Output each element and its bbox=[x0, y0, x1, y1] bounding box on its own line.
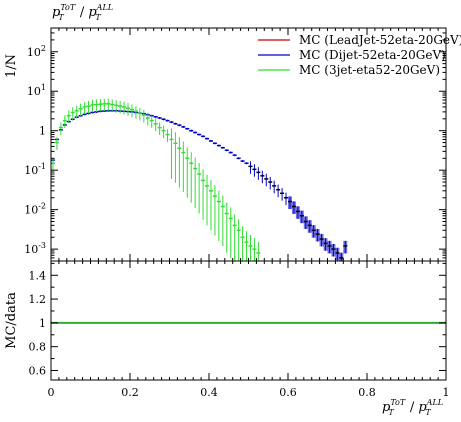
x-tick-label: 0.6 bbox=[279, 386, 297, 399]
y-tick-label: 10-1 bbox=[24, 162, 46, 177]
x-tick-label: 1 bbox=[443, 386, 450, 399]
ratio-y-tick-label: 1.4 bbox=[29, 269, 47, 282]
ratio-y-tick-label: 0.6 bbox=[29, 364, 47, 377]
series-layer bbox=[50, 98, 348, 261]
y-tick-label: 101 bbox=[27, 83, 46, 98]
ratio-y-axis-title: MC/data bbox=[4, 292, 19, 349]
x-axis-title: pToT T / pALL T bbox=[382, 398, 443, 417]
y-tick-label: 10-3 bbox=[24, 241, 46, 256]
series-1 bbox=[50, 109, 348, 261]
axes-layer: 0 0.2 0.4 0.6 0.8 1 10-3 10-2 10-1 1 101 102 0.6 0.8 1… bbox=[4, 3, 450, 417]
top-axis-title: pToT T / pALL T bbox=[52, 3, 113, 22]
ratio-y-tick-label: 1.2 bbox=[29, 293, 47, 306]
x-tick-label: 0 bbox=[48, 386, 55, 399]
legend-label: MC (LeadJet-52eta-20GeV) bbox=[299, 33, 461, 47]
legend: MC (LeadJet-52eta-20GeV)MC (Dijet-52eta-… bbox=[258, 33, 461, 77]
ratio-y-tick-label: 0.8 bbox=[29, 341, 47, 354]
y-tick-label: 10-2 bbox=[24, 202, 46, 217]
series-2 bbox=[50, 98, 261, 261]
ratio-y-tick-label: 1 bbox=[39, 317, 46, 330]
legend-label: MC (Dijet-52eta-20GeV) bbox=[299, 48, 446, 62]
y-tick-label: 102 bbox=[27, 44, 46, 59]
legend-label: MC (3jet-eta52-20GeV) bbox=[299, 63, 440, 77]
x-tick-label: 0.4 bbox=[200, 386, 218, 399]
y-tick-label: 1 bbox=[39, 125, 46, 138]
ratio-panel-frame bbox=[50, 260, 447, 381]
y-axis-title: 1/N bbox=[4, 54, 19, 78]
x-tick-label: 0.8 bbox=[358, 386, 376, 399]
x-tick-label: 0.2 bbox=[121, 386, 139, 399]
